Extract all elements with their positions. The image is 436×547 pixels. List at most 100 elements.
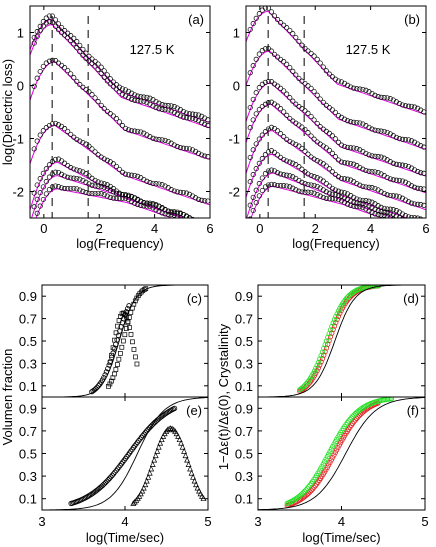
y-tick-label: -2: [12, 185, 24, 200]
data-point: [31, 34, 37, 40]
data-point: [418, 202, 424, 208]
data-point: [193, 219, 197, 223]
data-point: [101, 74, 107, 80]
data-point: [366, 152, 372, 158]
square-marker: [138, 289, 144, 295]
data-point: [369, 199, 375, 205]
data-point: [375, 212, 381, 218]
circle-marker: [373, 285, 379, 289]
data-point: [98, 70, 104, 76]
data-point: [52, 17, 59, 23]
square-marker: [133, 354, 138, 360]
data-point: [351, 119, 357, 125]
data-point: [259, 156, 265, 162]
data-point: [372, 153, 378, 159]
data-point: [412, 167, 418, 173]
data-point: [174, 213, 180, 218]
data-point: [40, 63, 46, 69]
triangle-marker: [145, 473, 152, 480]
data-point: [162, 137, 168, 143]
data-point: [314, 92, 320, 98]
data-point: [62, 32, 68, 38]
square-marker: [120, 338, 126, 344]
circle-marker: [388, 397, 395, 402]
data-point: [190, 147, 196, 153]
data-point: [247, 70, 253, 76]
data-point: [256, 181, 262, 187]
data-point: [52, 120, 59, 126]
data-point: [320, 194, 326, 201]
data-point: [65, 128, 71, 134]
triangle-marker: [158, 436, 165, 443]
data-point: [200, 222, 204, 226]
data-point: [62, 173, 68, 179]
data-point: [335, 188, 342, 194]
data-point: [144, 94, 150, 100]
data-point: [74, 45, 80, 51]
data-point: [351, 161, 357, 167]
data-point: [357, 182, 363, 188]
data-point: [293, 141, 299, 147]
data-point: [153, 136, 159, 142]
triangle-marker: [130, 500, 137, 506]
circle-marker: [311, 368, 318, 374]
data-point: [59, 171, 65, 177]
data-point: [345, 118, 351, 124]
data-point: [71, 175, 77, 181]
data-point: [415, 169, 421, 175]
data-point: [150, 103, 156, 109]
data-point: [256, 11, 262, 17]
panel-frame-a: [29, 5, 211, 219]
data-point: [326, 166, 332, 172]
data-point: [107, 111, 113, 117]
data-point: [281, 134, 287, 140]
data-point: [268, 148, 275, 154]
data-point: [74, 167, 80, 173]
data-point: [335, 174, 342, 180]
data-point: [369, 209, 375, 216]
square-marker: [125, 319, 131, 325]
data-point: [80, 177, 86, 184]
data-point: [329, 150, 335, 156]
data-point: [171, 210, 177, 216]
data-point: [180, 145, 186, 151]
data-point: [196, 196, 202, 202]
data-point: [37, 176, 43, 182]
data-point: [299, 106, 305, 112]
data-point: [287, 115, 293, 122]
data-point: [159, 205, 165, 211]
data-point: [329, 185, 335, 191]
data-point: [396, 194, 402, 200]
x-tick-label: 4: [151, 221, 158, 236]
data-point: [284, 112, 290, 118]
data-point: [205, 154, 210, 160]
data-point: [290, 98, 296, 104]
data-point: [197, 217, 200, 218]
data-point: [71, 185, 77, 192]
data-point: [135, 202, 141, 208]
data-point: [68, 165, 74, 171]
data-point: [275, 152, 281, 158]
data-point: [320, 64, 326, 70]
data-point: [31, 204, 37, 210]
circle-marker: [304, 485, 310, 492]
data-point: [199, 197, 205, 203]
circle-marker: [301, 383, 307, 390]
circle-marker: [172, 405, 178, 411]
data-point: [305, 171, 311, 177]
data-point: [165, 211, 171, 217]
circle-marker: [112, 469, 118, 475]
circle-marker: [164, 410, 170, 416]
data-point: [250, 207, 256, 214]
data-point: [259, 132, 265, 138]
data-point: [387, 192, 393, 199]
triangle-marker: [185, 461, 192, 467]
data-point: [34, 33, 40, 40]
plot-area-c: [42, 285, 208, 397]
data-point: [400, 221, 404, 225]
data-point: [253, 166, 259, 172]
data-point: [89, 60, 95, 66]
circle-marker: [327, 327, 334, 333]
data-point: [338, 175, 345, 182]
data-point: [92, 149, 98, 155]
